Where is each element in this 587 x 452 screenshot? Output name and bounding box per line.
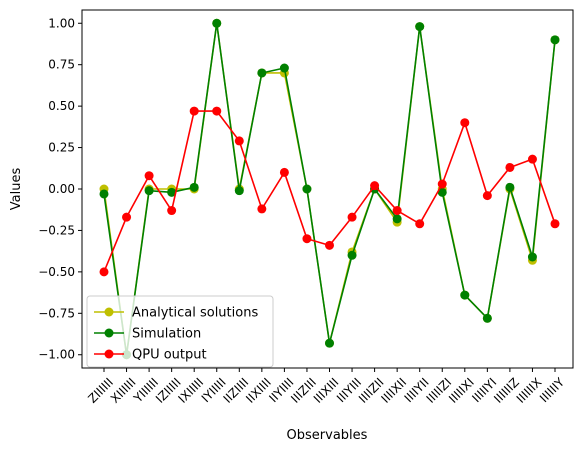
data-point bbox=[527, 154, 537, 164]
data-point bbox=[99, 189, 109, 199]
y-tick-label: −0.25 bbox=[38, 223, 75, 237]
data-point bbox=[167, 187, 177, 197]
data-point bbox=[234, 136, 244, 146]
data-point bbox=[212, 106, 222, 116]
y-tick-label: −0.75 bbox=[38, 306, 75, 320]
y-tick-label: 0.75 bbox=[48, 58, 75, 72]
data-point bbox=[302, 234, 312, 244]
x-tick-label: IIIIIIY bbox=[537, 375, 568, 406]
legend-label: QPU output bbox=[132, 348, 207, 363]
x-tick-label: IIIIZII bbox=[356, 375, 387, 406]
data-point bbox=[279, 63, 289, 73]
data-point bbox=[302, 184, 312, 194]
x-tick-label: IIIIIIX bbox=[514, 375, 545, 406]
y-tick-label: 1.00 bbox=[48, 16, 75, 30]
x-tick-label: IIIIIIZ bbox=[491, 375, 522, 406]
data-point bbox=[325, 240, 334, 250]
data-point bbox=[550, 219, 560, 229]
data-point bbox=[212, 18, 222, 28]
legend-box bbox=[86, 295, 274, 368]
data-point bbox=[437, 179, 447, 189]
data-point bbox=[167, 206, 177, 216]
legend-item: Analytical solutions bbox=[94, 306, 258, 321]
x-tick-label: XIIIIII bbox=[108, 375, 139, 406]
x-tick-label: ZIIIIII bbox=[85, 375, 116, 406]
data-point bbox=[144, 186, 154, 196]
x-axis-label: Observables bbox=[287, 428, 368, 443]
data-point bbox=[505, 162, 515, 172]
data-point bbox=[505, 182, 515, 192]
data-point bbox=[189, 182, 199, 192]
data-point bbox=[550, 35, 560, 45]
data-point bbox=[234, 186, 244, 196]
data-point bbox=[415, 219, 425, 229]
legend-item: QPU output bbox=[94, 348, 207, 363]
data-point bbox=[325, 338, 334, 348]
y-axis-ticks: −1.00 −0.75 −0.50 −0.25 0.00 0.25 0.50 0.75 1.00 bbox=[38, 16, 82, 362]
data-point bbox=[460, 290, 470, 300]
series-qpu-output bbox=[99, 106, 560, 277]
y-tick-label: −1.00 bbox=[38, 348, 75, 362]
legend-swatch-marker bbox=[104, 328, 114, 338]
x-tick-label: IIIIIXI bbox=[446, 375, 477, 406]
x-tick-label: IIIZIII bbox=[288, 375, 319, 406]
data-point bbox=[460, 118, 470, 128]
x-axis-ticks: ZIIIIIIXIIIIIIYIIIIIIIZIIIIIIXIIIIIIYIII… bbox=[85, 368, 568, 406]
data-point bbox=[144, 171, 154, 181]
legend-swatch-marker bbox=[104, 307, 114, 317]
x-tick-label: IIXIIII bbox=[243, 375, 274, 406]
y-axis-label: Values bbox=[9, 168, 24, 211]
data-point bbox=[122, 212, 132, 222]
y-tick-label: 0.25 bbox=[48, 141, 75, 155]
data-point bbox=[370, 181, 380, 191]
x-tick-label: IZIIIII bbox=[153, 375, 184, 406]
y-tick-label: −0.50 bbox=[38, 265, 75, 279]
data-point bbox=[257, 68, 267, 78]
x-tick-label: IIIIXII bbox=[378, 375, 409, 406]
data-point bbox=[189, 106, 199, 116]
data-point bbox=[279, 167, 289, 177]
legend-swatch-marker bbox=[104, 349, 114, 359]
x-tick-label: IIIIIZI bbox=[424, 375, 455, 406]
legend-label: Simulation bbox=[132, 327, 201, 342]
y-tick-label: 0.50 bbox=[48, 99, 75, 113]
x-tick-label: IXIIIII bbox=[176, 375, 207, 406]
legend-item: Simulation bbox=[94, 327, 201, 342]
data-point bbox=[347, 250, 357, 260]
data-point bbox=[257, 204, 267, 214]
x-tick-label: IIIXIII bbox=[311, 375, 342, 406]
y-tick-label: 0.00 bbox=[48, 182, 75, 196]
data-point bbox=[347, 212, 357, 222]
data-point bbox=[482, 313, 492, 323]
data-point bbox=[437, 187, 447, 197]
data-point bbox=[482, 191, 492, 201]
x-tick-label: YIIIIII bbox=[130, 375, 161, 406]
data-point bbox=[392, 206, 402, 216]
data-point bbox=[392, 214, 402, 224]
data-point bbox=[415, 22, 425, 32]
data-point bbox=[527, 252, 537, 262]
legend-label: Analytical solutions bbox=[132, 306, 258, 321]
data-point bbox=[99, 267, 109, 277]
legend: Analytical solutions Simulation QPU output bbox=[86, 295, 274, 368]
x-tick-label: IIZIIII bbox=[221, 375, 252, 406]
